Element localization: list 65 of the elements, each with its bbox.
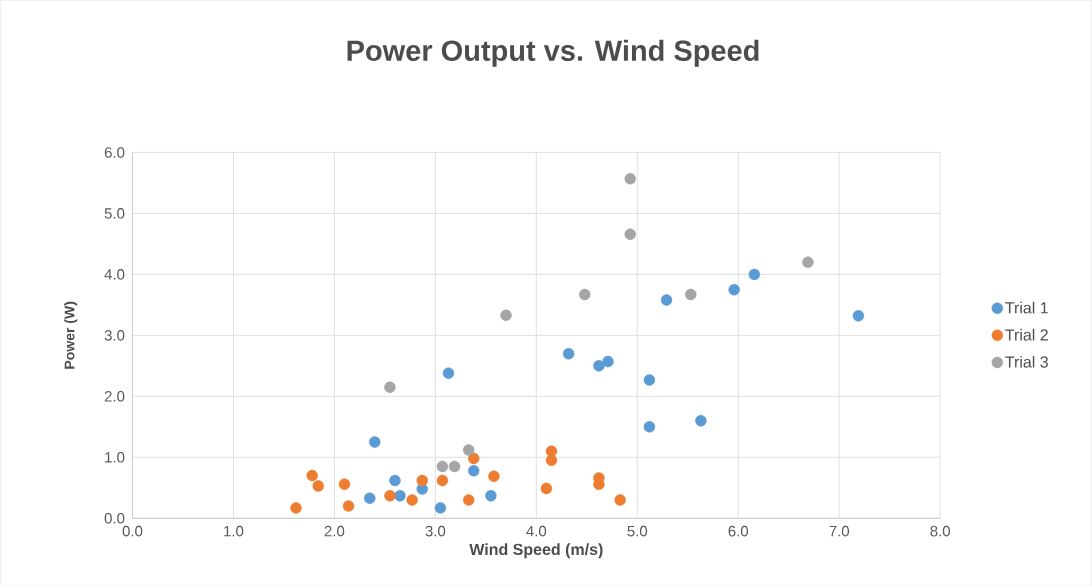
point bbox=[448, 460, 461, 473]
point bbox=[579, 288, 591, 301]
point bbox=[434, 502, 447, 514]
point bbox=[695, 414, 707, 427]
point bbox=[602, 355, 614, 368]
point bbox=[500, 309, 512, 321]
point bbox=[802, 256, 814, 268]
point bbox=[748, 268, 761, 281]
point bbox=[389, 474, 401, 487]
y-tick-label: 6.0 bbox=[104, 147, 125, 158]
y-tick-label: 4.0 bbox=[104, 269, 125, 280]
point bbox=[290, 502, 302, 514]
y-axis-title: Power (W) bbox=[64, 301, 78, 369]
y-tick-label: 0.0 bbox=[104, 512, 125, 524]
y-tick-label: 2.0 bbox=[104, 390, 125, 402]
point bbox=[306, 469, 318, 482]
legend-label: Trial 3 bbox=[1005, 355, 1048, 368]
point bbox=[593, 360, 605, 372]
point bbox=[852, 310, 865, 322]
point bbox=[562, 347, 575, 360]
point bbox=[462, 494, 475, 506]
point bbox=[369, 436, 381, 448]
x-tick-label: 3.0 bbox=[425, 525, 446, 537]
point bbox=[384, 489, 396, 502]
point bbox=[540, 482, 553, 495]
point bbox=[436, 474, 449, 487]
point bbox=[338, 478, 351, 490]
point bbox=[468, 452, 480, 465]
point bbox=[643, 421, 656, 433]
y-tick-label: 1.0 bbox=[105, 451, 125, 463]
y-tick-label: 3.0 bbox=[104, 329, 125, 341]
point bbox=[406, 494, 418, 506]
point bbox=[462, 444, 475, 456]
point bbox=[624, 228, 636, 240]
point bbox=[442, 367, 455, 379]
x-tick-label: 6.0 bbox=[728, 525, 749, 537]
point bbox=[545, 454, 558, 466]
x-tick-label: 4.0 bbox=[526, 525, 547, 537]
point bbox=[488, 470, 500, 482]
point bbox=[394, 489, 406, 502]
chart-title: Power Output vs. Wind Speed bbox=[347, 39, 759, 67]
point bbox=[416, 474, 428, 487]
x-tick-label: 2.0 bbox=[324, 525, 345, 537]
x-tick-label: 0.0 bbox=[122, 525, 143, 537]
point bbox=[384, 381, 396, 393]
point bbox=[614, 494, 626, 506]
y-tick-label: 5.0 bbox=[104, 208, 125, 219]
point bbox=[485, 489, 497, 502]
x-tick-label: 8.0 bbox=[930, 525, 950, 537]
legend-label: Trial 2 bbox=[1005, 328, 1048, 341]
point bbox=[643, 374, 656, 386]
legend-label: Trial 1 bbox=[1005, 301, 1048, 314]
point bbox=[728, 283, 740, 296]
x-tick-label: 7.0 bbox=[829, 525, 850, 537]
x-tick-label: 1.0 bbox=[224, 525, 244, 537]
point bbox=[364, 492, 376, 504]
x-tick-label: 5.0 bbox=[627, 525, 648, 537]
point bbox=[436, 460, 449, 473]
x-axis-title: Wind Speed (m/s) bbox=[469, 543, 603, 559]
point bbox=[342, 500, 355, 512]
point bbox=[624, 172, 636, 185]
point bbox=[312, 480, 324, 492]
point bbox=[660, 294, 673, 306]
point bbox=[468, 464, 480, 477]
point bbox=[685, 288, 697, 301]
